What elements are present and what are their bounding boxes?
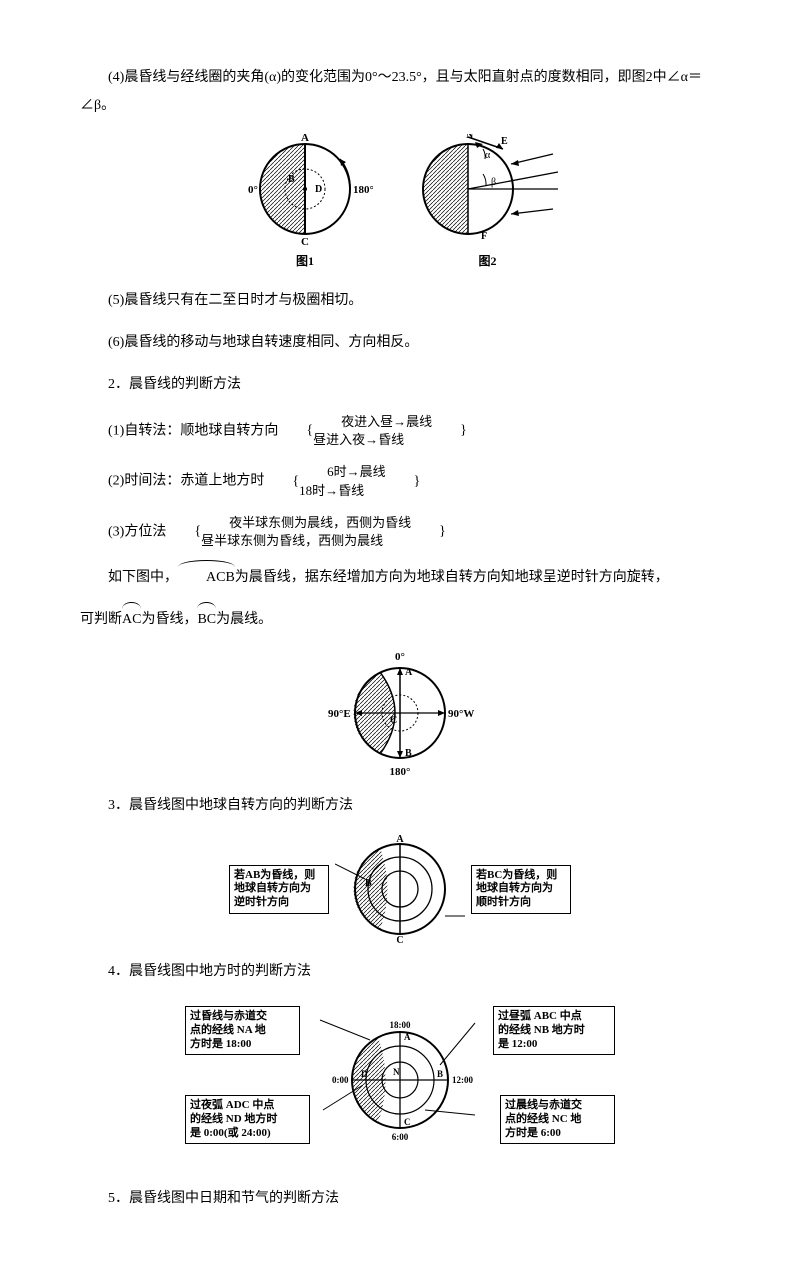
arc-ACB: ACB [178, 564, 235, 592]
pB-pre: 可判断 [80, 612, 122, 627]
fig2-b: β [491, 177, 496, 188]
fig5-TR: 过昼弧 ABC 中点 的经线 NB 地方时 是 12:00 [493, 1006, 615, 1055]
fig5-18: 18:00 [390, 1020, 411, 1030]
fig1-B: B [288, 174, 295, 185]
fig4-B: B [365, 878, 372, 889]
m1b2: 昼进入夜→昏线 [313, 432, 404, 447]
m3b2: 昼半球东侧为昏线，西侧为晨线 [201, 533, 383, 548]
para-A: 如下图中，ACB为晨昏线，据东经增加方向为地球自转方向知地球呈逆时针方向旋转， [80, 564, 720, 592]
fig3-B: B [405, 748, 412, 759]
fig2-a: α [485, 150, 491, 161]
fig3-0: 0° [395, 651, 405, 663]
m2a: (2)时间法：赤道上地方时 [108, 474, 264, 489]
fig2-cap: 图2 [413, 249, 563, 273]
pB-mid: 为昏线， [141, 612, 197, 627]
m2b2: 18时→昏线 [299, 483, 364, 498]
m1a: (1)自转法：顺地球自转方向 [108, 423, 278, 438]
fig4-right: 若BC为昏线，则 地球自转方向为 顺时针方向 [471, 865, 571, 914]
heading-5: 5．晨昏线图中日期和节气的判断方法 [80, 1185, 720, 1213]
pB-post: 为晨线。 [216, 612, 272, 627]
fig5-BR: 过晨线与赤道交 点的经线 NC 地 方时是 6:00 [500, 1095, 615, 1144]
fig4-A: A [396, 834, 404, 845]
fig5-6: 6:00 [392, 1132, 409, 1142]
method-1: (1)自转法：顺地球自转方向{夜进入昼→晨线昼进入夜→昏线} [80, 413, 720, 449]
fig1-A: A [301, 134, 309, 144]
heading-4: 4．晨昏线图中地方时的判断方法 [80, 958, 720, 986]
fig4-left: 若AB为昏线，则 地球自转方向为 逆时针方向 [229, 865, 329, 914]
fig-3: 0° 180° 90°E 90°W A B C [80, 648, 720, 778]
fig1-cap: 图1 [238, 249, 373, 273]
fig3-W: 90°W [448, 708, 474, 720]
fig5-C: C [404, 1117, 411, 1127]
m1b1: 夜进入昼→晨线 [341, 414, 432, 429]
para-6: (6)晨昏线的移动与地球自转速度相同、方向相反。 [80, 329, 720, 357]
fig5-BL: 过夜弧 ADC 中点 的经线 ND 地方时 是 0:00(或 24:00) [185, 1095, 310, 1144]
fig1-D: D [315, 184, 322, 195]
m3a: (3)方位法 [108, 524, 166, 539]
fig5-0: 0:00 [332, 1075, 349, 1085]
pA-post: 为晨昏线，据东经增加方向为地球自转方向知地球呈逆时针方向旋转， [235, 570, 669, 585]
method-2: (2)时间法：赤道上地方时{6时→晨线18时→昏线} [80, 463, 720, 499]
fig5-D: D [361, 1069, 368, 1079]
method-3: (3)方位法{夜半球东侧为晨线，西侧为昏线昼半球东侧为昏线，西侧为晨线} [80, 514, 720, 550]
fig1-180: 180° [353, 184, 373, 196]
fig3-A: A [405, 667, 413, 678]
fig4-C: C [396, 935, 403, 944]
fig3-E: 90°E [328, 708, 351, 720]
fig2-N: N [466, 134, 474, 141]
fig-4: 若AB为昏线，则 地球自转方向为 逆时针方向 A B C 若BC为昏线，则 地球… [80, 834, 720, 944]
heading-2: 2．晨昏线的判断方法 [80, 371, 720, 399]
fig-5: 过昏线与赤道交 点的经线 NA 地 方时是 18:00 过昼弧 ABC 中点 的… [80, 1000, 720, 1171]
para-5: (5)晨昏线只有在二至日时才与极圈相切。 [80, 287, 720, 315]
fig5-A: A [404, 1032, 411, 1042]
m3b1: 夜半球东侧为晨线，西侧为昏线 [229, 515, 411, 530]
fig1-C: C [301, 236, 309, 248]
arc-BC: BC [197, 606, 216, 634]
fig2-E: E [501, 136, 508, 147]
fig1-0: 0° [248, 184, 258, 196]
fig5-N: N [393, 1067, 400, 1077]
para-B: 可判断AC为昏线，BC为晨线。 [80, 606, 720, 634]
fig5-TL: 过昏线与赤道交 点的经线 NA 地 方时是 18:00 [185, 1006, 300, 1055]
para-4: (4)晨昏线与经线圈的夹角(α)的变化范围为0°～23.5°，且与太阳直射点的度… [80, 64, 720, 120]
heading-3: 3．晨昏线图中地球自转方向的判断方法 [80, 792, 720, 820]
fig3-180: 180° [390, 766, 411, 778]
m2b1: 6时→晨线 [327, 464, 386, 479]
fig5-B: B [437, 1069, 443, 1079]
fig2-F: F [481, 231, 487, 242]
fig3-C: C [390, 715, 397, 726]
fig5-12: 12:00 [452, 1075, 473, 1085]
arc-AC: AC [122, 606, 141, 634]
pA-pre: 如下图中， [108, 570, 178, 585]
fig-1-2: A C D B 0° 180° 图1 [80, 134, 720, 273]
